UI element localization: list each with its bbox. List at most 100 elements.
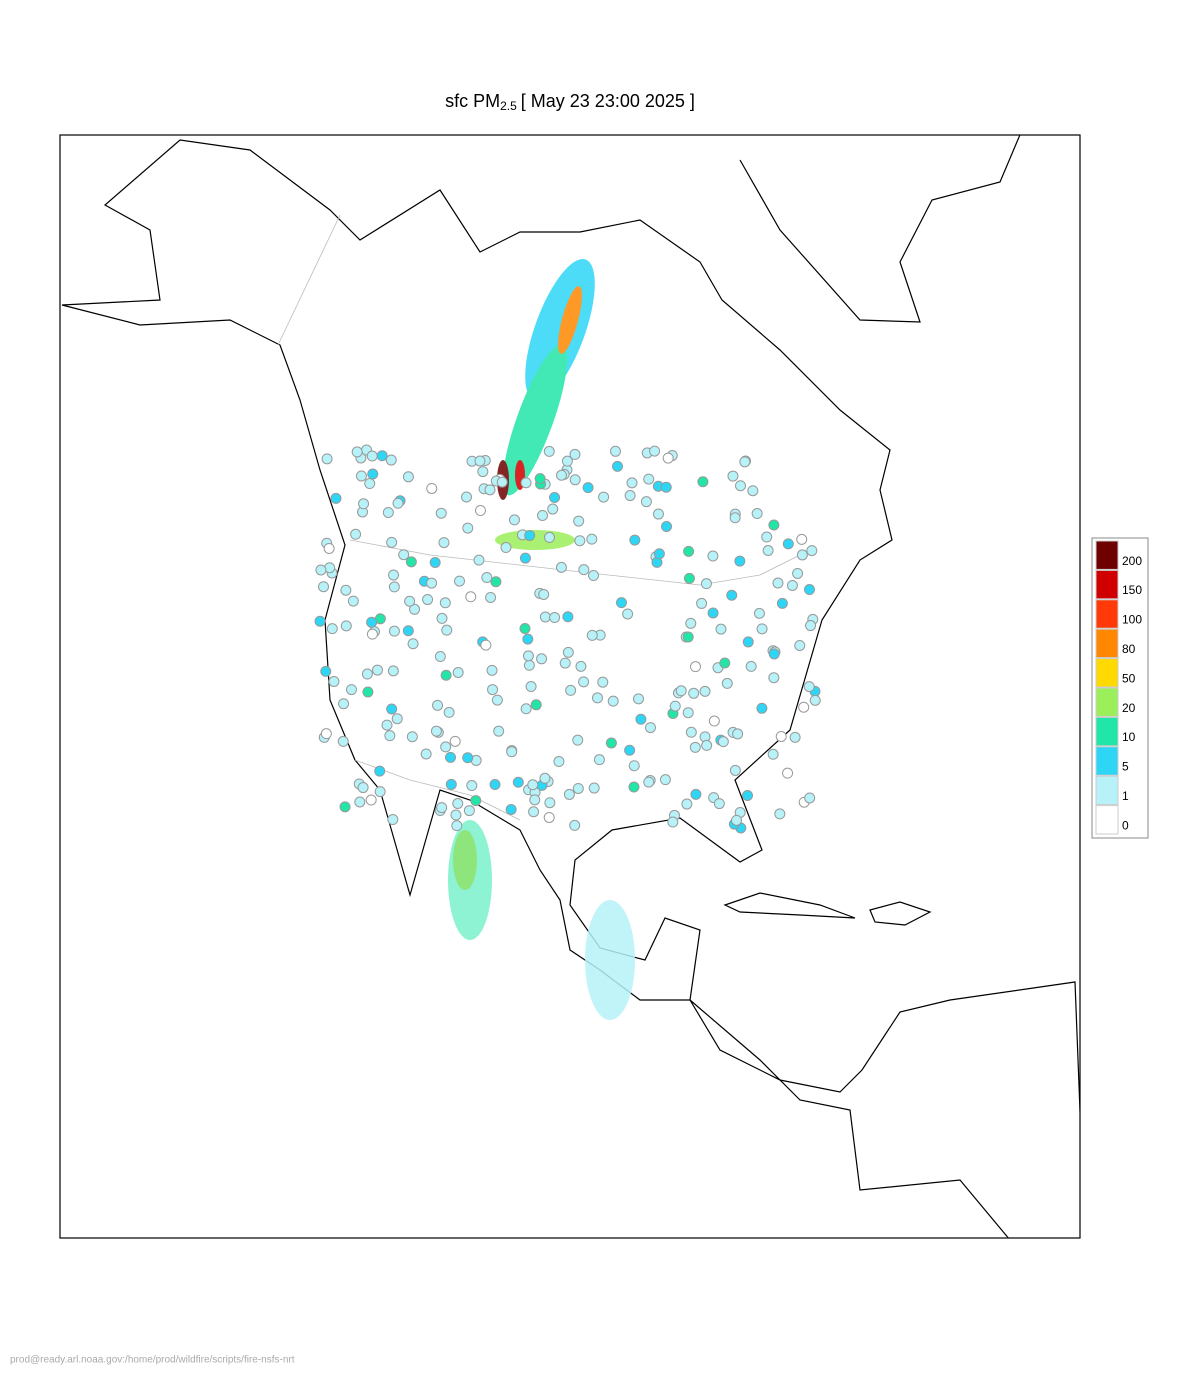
station [473, 554, 485, 566]
legend-label: 200 [1122, 554, 1142, 568]
station [669, 700, 681, 712]
station [806, 545, 818, 557]
station [662, 452, 674, 464]
station [772, 577, 784, 589]
station [493, 725, 505, 737]
station [386, 703, 398, 715]
station [549, 612, 561, 624]
station [582, 482, 594, 494]
station [624, 744, 636, 756]
station [436, 612, 448, 624]
station [649, 445, 661, 457]
station [789, 731, 801, 743]
station [543, 531, 555, 543]
station [347, 595, 359, 607]
station [474, 505, 486, 517]
station [767, 748, 779, 760]
station [537, 509, 549, 521]
station [675, 685, 687, 697]
station [391, 713, 403, 725]
station [798, 701, 810, 713]
legend-label: 20 [1122, 701, 1136, 715]
title-subscript: 2.5 [500, 99, 517, 113]
legend-label: 150 [1122, 583, 1142, 597]
station [405, 556, 417, 568]
station [776, 597, 788, 609]
legend-swatch [1095, 628, 1119, 659]
station [402, 625, 414, 637]
station [803, 681, 815, 693]
legend-label: 5 [1122, 760, 1129, 774]
station [549, 492, 561, 504]
legend-swatch [1095, 687, 1119, 717]
station [543, 445, 555, 457]
station [588, 782, 600, 794]
station [751, 508, 763, 520]
station [354, 796, 366, 808]
station [524, 529, 536, 541]
station [569, 474, 581, 486]
station [477, 466, 489, 478]
station [486, 664, 498, 676]
legend-label: 0 [1122, 818, 1129, 832]
map-frame [59, 134, 1081, 1239]
station [563, 788, 575, 800]
station [768, 672, 780, 684]
station [609, 445, 621, 457]
station [409, 603, 421, 615]
station [392, 497, 404, 509]
station [426, 482, 438, 494]
cuba-coast [723, 892, 856, 919]
station [485, 591, 497, 603]
station [726, 589, 738, 601]
legend-swatch [1095, 569, 1119, 600]
station [624, 490, 636, 502]
station [445, 751, 457, 763]
station [707, 607, 719, 619]
station [685, 617, 697, 629]
station [480, 639, 492, 651]
station [489, 779, 501, 791]
station [323, 542, 335, 554]
station [388, 581, 400, 593]
station [539, 611, 551, 623]
station [708, 715, 720, 727]
station [683, 545, 695, 557]
station [597, 676, 609, 688]
station [474, 455, 486, 467]
station [689, 741, 701, 753]
station [376, 450, 388, 462]
station [562, 646, 574, 658]
station [607, 695, 619, 707]
station [572, 734, 584, 746]
station [387, 665, 399, 677]
station [696, 597, 708, 609]
station [523, 659, 535, 671]
station [490, 576, 502, 588]
station [402, 471, 414, 483]
station [591, 692, 603, 704]
map [59, 134, 1081, 1239]
station [470, 795, 482, 807]
station [434, 651, 446, 663]
station [366, 616, 378, 628]
station [519, 623, 531, 635]
station [605, 737, 617, 749]
station [435, 507, 447, 519]
station [640, 496, 652, 508]
station [426, 577, 438, 589]
footer: prod@ready.arl.noaa.gov:/home/prod/wildf… [10, 1355, 295, 1366]
station [340, 620, 352, 632]
station [734, 555, 746, 567]
station [598, 491, 610, 503]
smoke-plume [448, 259, 635, 1020]
station [688, 687, 700, 699]
station [543, 811, 555, 823]
station [653, 548, 665, 560]
station [314, 615, 326, 627]
station [432, 699, 444, 711]
station [387, 814, 399, 826]
station [588, 570, 600, 582]
legend-swatch [1095, 805, 1119, 835]
station [420, 748, 432, 760]
